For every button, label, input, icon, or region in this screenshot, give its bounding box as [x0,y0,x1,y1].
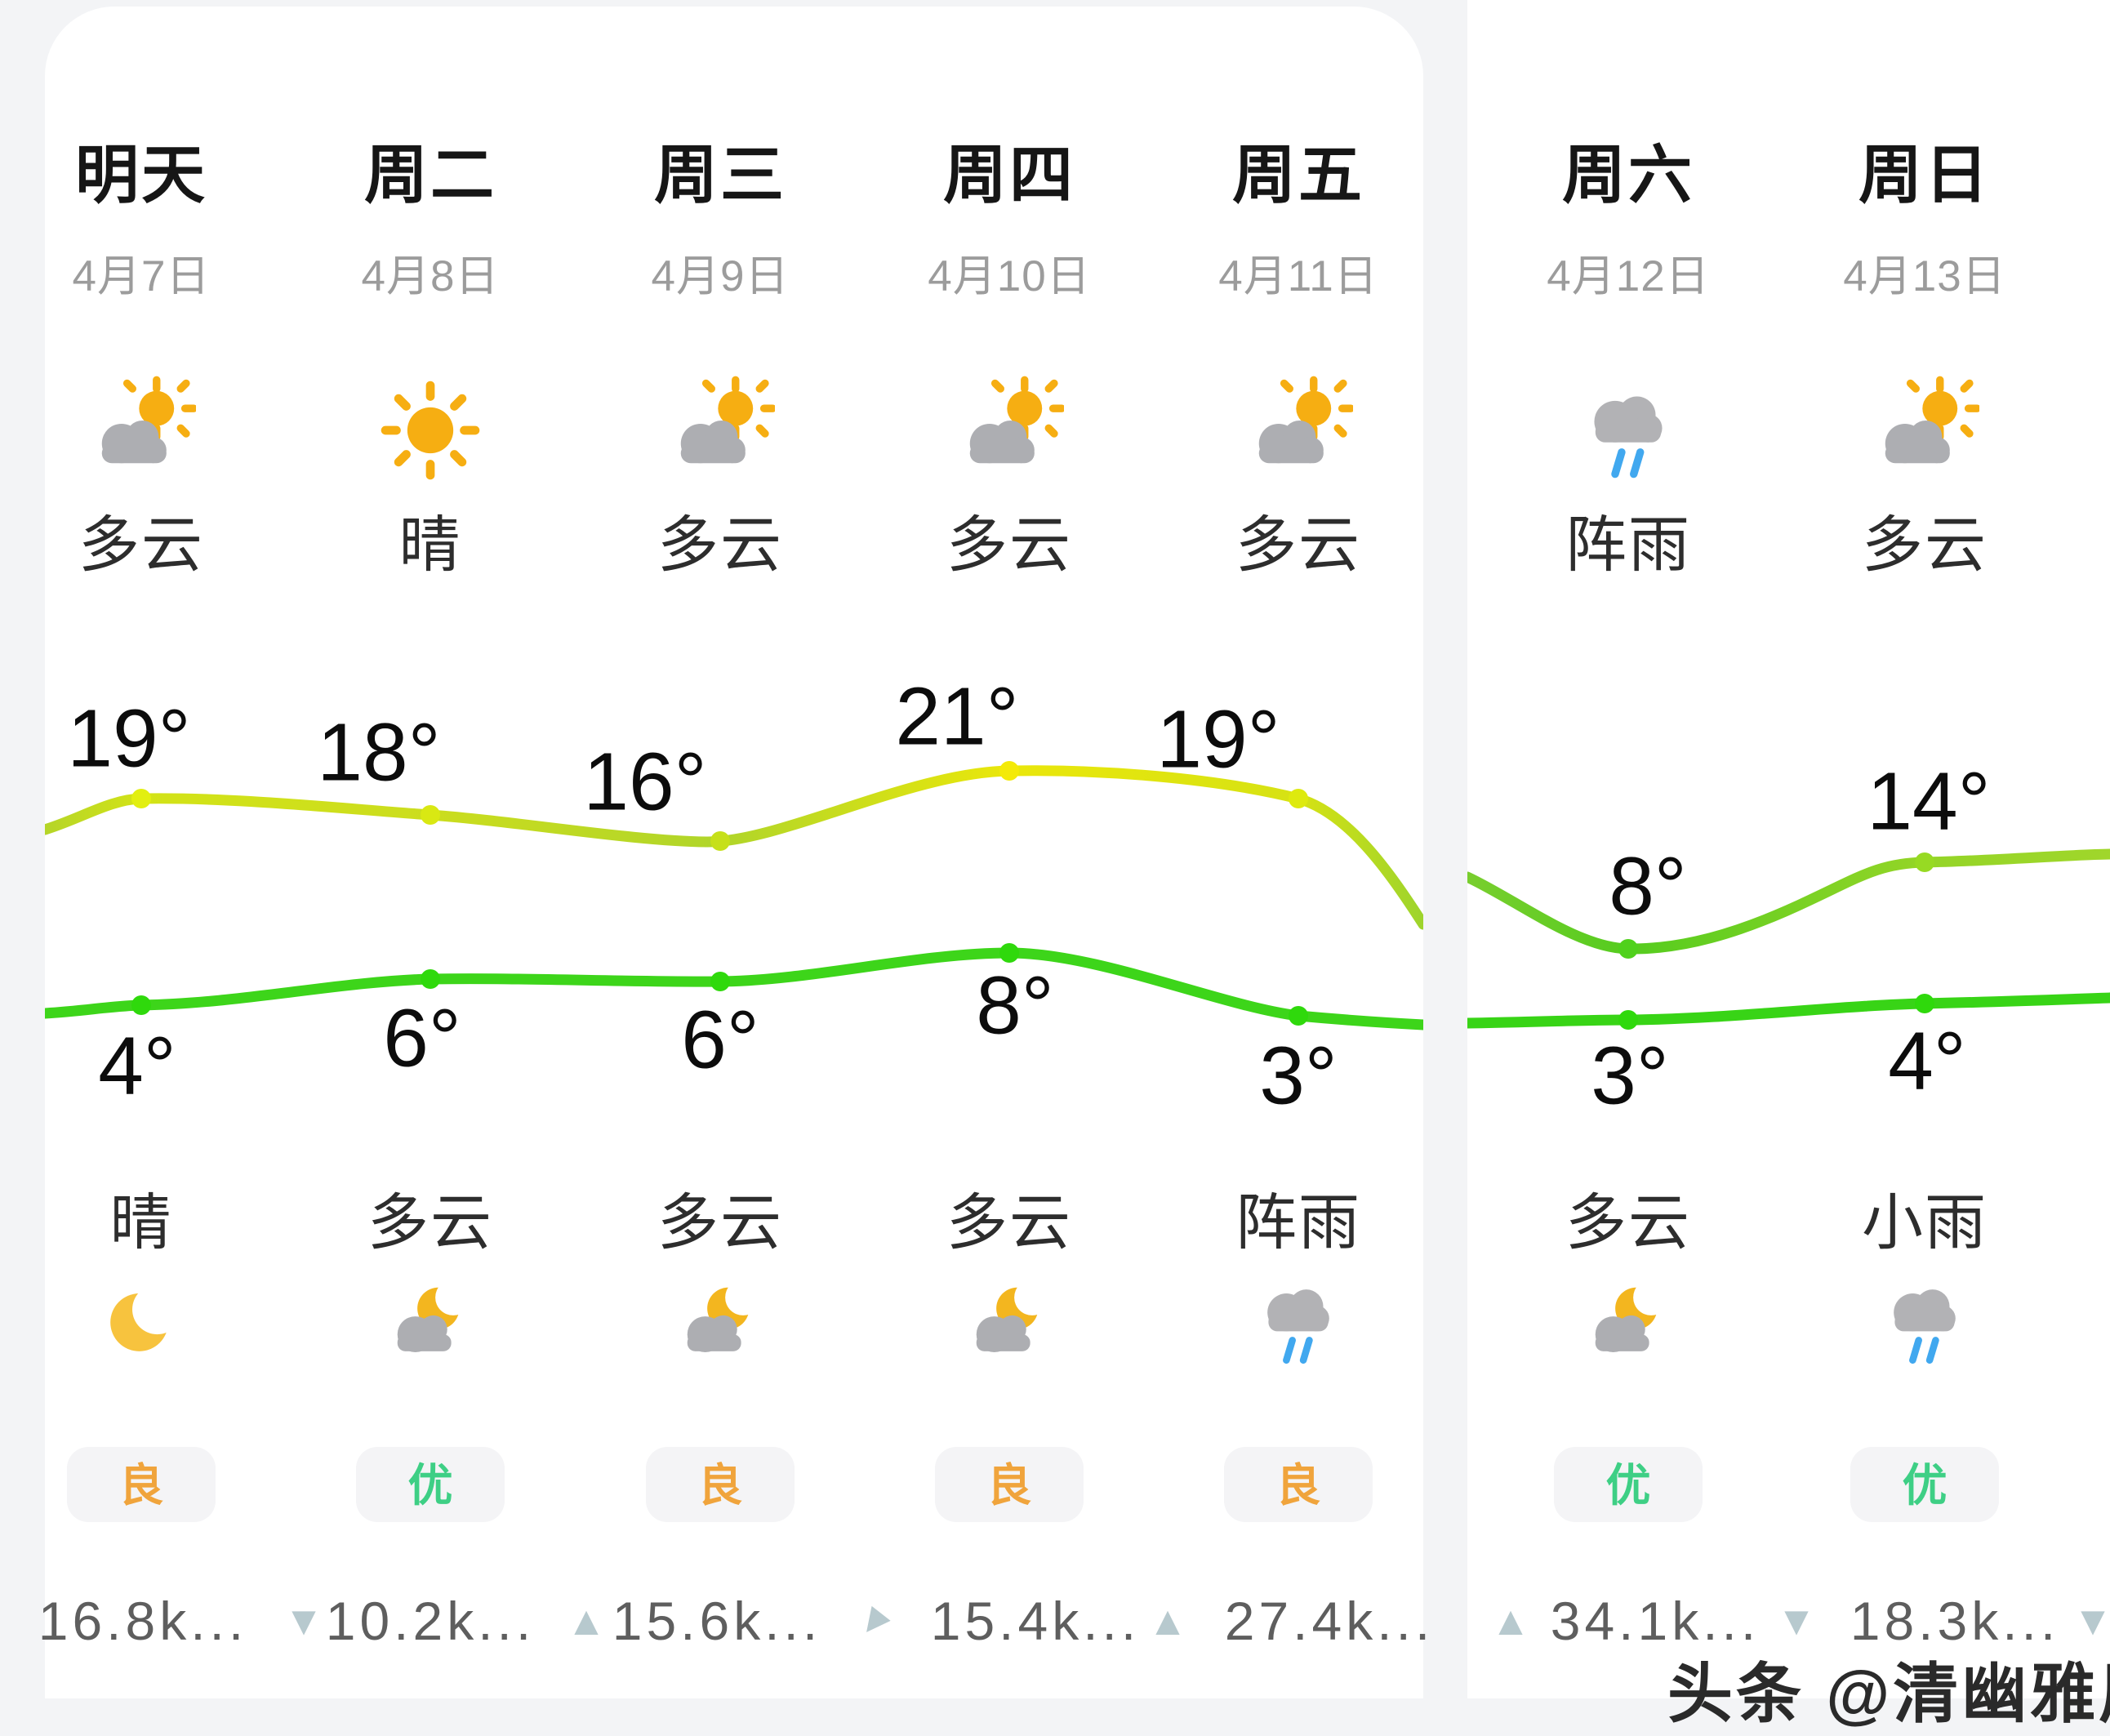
wind-speed: 15.6k... [612,1591,822,1651]
high-temp-label: 14° [1867,755,1991,848]
low-temp-points [1618,994,1934,1030]
low-temp-label: 6° [681,994,759,1086]
day-name: 周四 [942,139,1075,211]
night-condition: 晴 [109,1188,173,1257]
rain-icon [1249,1271,1348,1370]
day-condition: 多云 [946,510,1072,579]
cloud-moon-icon [381,1271,480,1370]
forecast-column-7[interactable]: 周日 4月13日 多云 小雨 优 [1786,0,2063,1698]
low-temp-label: 3° [1259,1030,1338,1122]
day-date: 4月9日 [651,252,790,300]
wind-speed: 15.4k... [930,1591,1141,1651]
temperature-chart-left [45,761,1423,1030]
aqi-badge[interactable]: 良 [1224,1447,1373,1522]
night-condition: 阵雨 [1235,1188,1361,1257]
cloud-moon-icon [1578,1271,1678,1370]
cloud-sun-icon [955,376,1064,485]
wind-direction-down-icon: ▼ [1776,1598,1817,1644]
aqi-badge[interactable]: 良 [646,1447,795,1522]
wind-direction-up-icon: ▲ [1490,1598,1531,1644]
day-name: 周二 [363,139,496,211]
wind-speed: 18.3k... [1850,1591,2060,1651]
day-date: 4月13日 [1843,252,2006,300]
forecast-card-left [45,7,1423,1698]
aqi-badge[interactable]: 良 [935,1447,1084,1522]
night-condition: 多云 [1565,1188,1691,1257]
cloud-sun-icon [665,376,775,485]
day-date: 4月12日 [1547,252,1710,300]
day-condition: 晴 [398,510,462,579]
day-condition: 多云 [78,510,204,579]
wind-direction-up-icon: ▲ [1147,1598,1188,1644]
high-temp-points [1618,852,1934,959]
high-temp-label: 18° [317,706,441,799]
day-condition: 多云 [657,510,783,579]
day-name: 周日 [1858,139,1991,211]
temperature-chart-right [1467,848,2110,1030]
high-temp-label: 16° [583,736,707,828]
cloud-moon-icon [959,1271,1059,1370]
high-temp-points [131,761,1308,851]
low-temp-label: 6° [383,992,461,1084]
day-condition: 阵雨 [1565,510,1691,579]
cloud-moon-icon [670,1271,770,1370]
forecast-card-right [1467,0,2110,1698]
day-date: 4月11日 [1218,252,1378,300]
wind-direction-down-icon: ▼ [283,1598,324,1644]
forecast-column-4[interactable]: 周四 4月10日 多云 多云 良 [870,0,1148,1698]
aqi-badge[interactable]: 优 [1554,1447,1703,1522]
wind-speed: 27.4k... [1224,1591,1435,1651]
forecast-column-2[interactable]: 周二 4月8日 晴 多云 优 [292,0,569,1698]
high-temp-line [1467,848,2110,955]
night-condition: 多云 [946,1188,1072,1257]
forecast-column-6[interactable]: 周六 4月12日 阵雨 多云 优 [1489,0,1767,1698]
low-temp-label: 4° [98,1020,176,1112]
low-temp-label: 8° [976,959,1054,1052]
cloud-sun-icon [87,376,196,485]
aqi-badge[interactable]: 优 [1850,1447,1999,1522]
day-condition: 多云 [1235,510,1361,579]
moon-icon [91,1271,191,1370]
high-temp-label: 19° [67,692,191,785]
day-name: 周五 [1231,139,1364,211]
wind-direction-up-icon: ▲ [566,1598,607,1644]
wind-speed: 34.1k... [1550,1591,1761,1651]
high-temp-label: 8° [1609,840,1687,933]
day-name: 周六 [1561,139,1694,211]
cloud-sun-icon [1244,376,1353,485]
aqi-badge[interactable]: 优 [356,1447,505,1522]
high-temp-label: 21° [895,670,1019,763]
aqi-badge[interactable]: 良 [67,1447,216,1522]
low-temp-points [131,943,1308,1026]
rain-icon [1875,1271,1974,1370]
low-temp-line [1467,992,2110,1029]
wind-direction-down-icon: ▼ [2072,1598,2110,1644]
low-temp-label: 3° [1591,1030,1669,1122]
low-temp-label: 4° [1888,1015,1966,1107]
forecast-column-3[interactable]: 周三 4月9日 多云 多云 良 [581,0,859,1698]
wind-speed: 10.2k... [325,1591,536,1651]
sun-icon [376,376,485,485]
day-name: 周三 [653,139,786,211]
wind-speed: 16.8k... [38,1591,248,1651]
watermark: 头条 @清幽雅居 [1667,1658,2110,1730]
night-condition: 多云 [657,1188,783,1257]
night-condition: 多云 [367,1188,493,1257]
high-temp-label: 19° [1156,693,1280,786]
night-condition: 小雨 [1861,1188,1988,1257]
rain-icon [1574,376,1683,485]
day-date: 4月8日 [361,252,500,300]
day-date: 4月10日 [928,252,1091,300]
day-name: 明天 [74,139,207,211]
day-condition: 多云 [1861,510,1988,579]
forecast-column-5[interactable]: 周五 4月11日 多云 阵雨 良 [1160,0,1437,1698]
forecast-column-1[interactable]: 明天 4月7日 多云 晴 良 [2,0,280,1698]
day-date: 4月7日 [72,252,211,300]
cloud-sun-icon [1870,376,1979,485]
